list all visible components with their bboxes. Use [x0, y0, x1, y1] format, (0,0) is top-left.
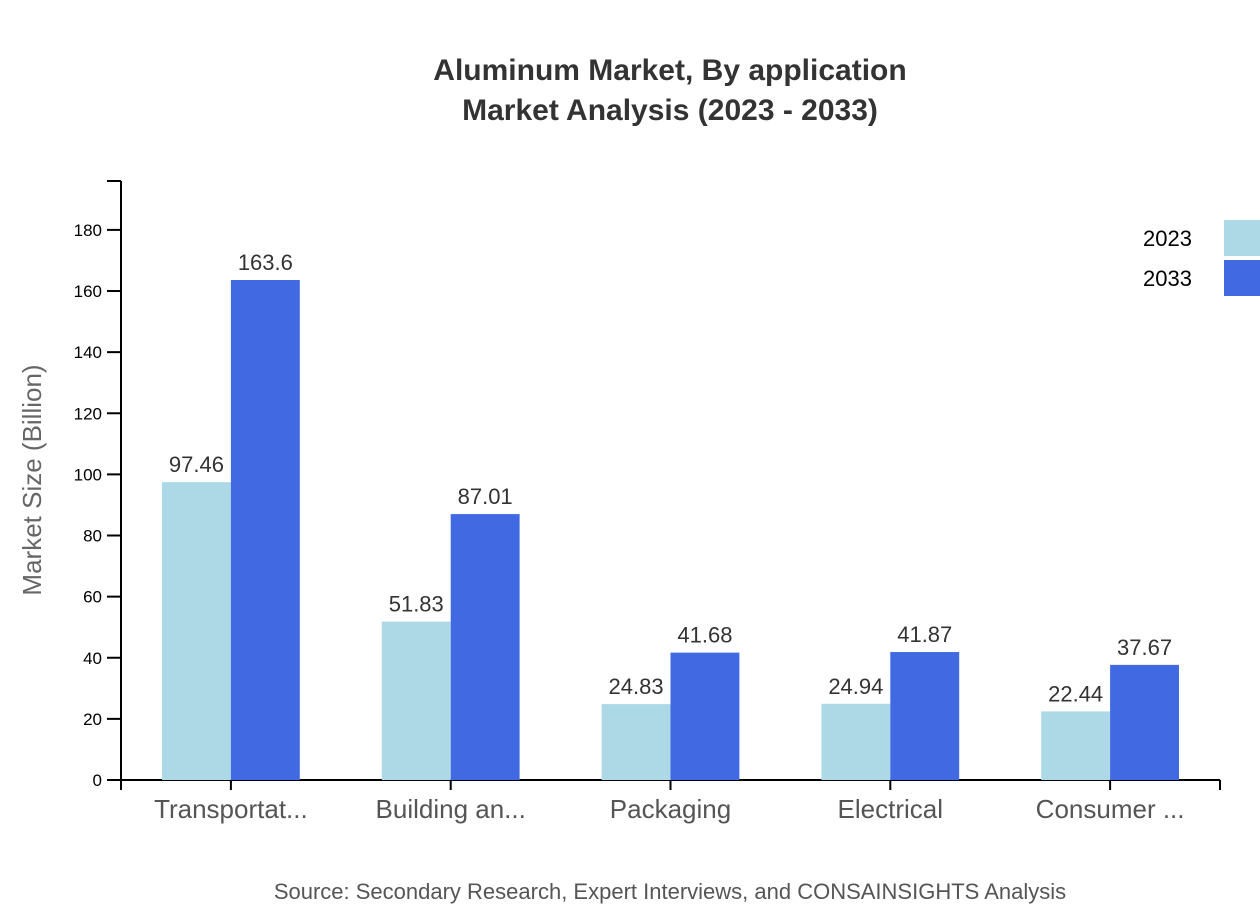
bar-2023[interactable] [381, 621, 451, 780]
bar-2023[interactable] [821, 703, 891, 780]
y-tick-label: 20 [83, 710, 102, 729]
legend-label[interactable]: 2023 [1143, 226, 1192, 251]
data-label: 41.87 [897, 622, 952, 647]
legend-label[interactable]: 2033 [1143, 266, 1192, 291]
y-tick-label: 180 [74, 221, 102, 240]
y-tick-label: 40 [83, 649, 102, 668]
y-tick-label: 140 [74, 343, 102, 362]
bars [162, 280, 1179, 780]
legend-swatch-2033[interactable] [1224, 260, 1260, 296]
data-label: 24.94 [828, 674, 883, 699]
y-tick-label: 0 [93, 771, 102, 790]
y-axis-label: Market Size (Billion) [17, 364, 47, 595]
data-label: 24.83 [609, 674, 664, 699]
data-label: 51.83 [389, 592, 444, 617]
data-labels: 97.46 163.6 51.83 87.01 24.83 41.68 24.94 41.87… [169, 250, 1172, 706]
bar-2033[interactable] [230, 280, 300, 780]
source-note: Source: Secondary Research, Expert Inter… [274, 879, 1066, 904]
bar-2033[interactable] [1110, 664, 1179, 780]
bar-2023[interactable] [162, 482, 231, 780]
bar-2023[interactable] [601, 704, 671, 780]
x-axis: Transportat... Building an... Packaging Ele… [120, 779, 1221, 824]
y-axis: 0 20 40 60 80 100 120 140 160 180 [74, 180, 122, 790]
chart-title-line-1: Aluminum Market, By application [433, 54, 906, 87]
x-tick-label: Consumer ... [1036, 794, 1185, 824]
x-tick-label: Electrical [838, 794, 943, 824]
data-label: 37.67 [1117, 635, 1172, 660]
y-tick-label: 160 [74, 282, 102, 301]
bar-2033[interactable] [450, 514, 520, 780]
bar-2033[interactable] [890, 652, 960, 780]
x-tick-label: Packaging [610, 794, 731, 824]
data-label: 87.01 [458, 484, 513, 509]
chart-title-line-2: Market Analysis (2023 - 2033) [462, 94, 878, 127]
data-label: 41.68 [677, 623, 732, 648]
y-tick-label: 100 [74, 465, 102, 484]
legend[interactable]: 2023 2033 [1143, 220, 1260, 296]
chart-title: Aluminum Market, By application Market A… [433, 54, 906, 127]
y-tick-label: 60 [83, 588, 102, 607]
data-label: 97.46 [169, 452, 224, 477]
bar-2023[interactable] [1041, 711, 1111, 780]
data-label: 22.44 [1048, 681, 1103, 706]
data-label: 163.6 [238, 250, 293, 275]
legend-swatch-2023[interactable] [1224, 220, 1260, 256]
y-tick-label: 80 [83, 527, 102, 546]
x-tick-label: Transportat... [154, 794, 308, 824]
y-tick-label: 120 [74, 404, 102, 423]
bar-2033[interactable] [670, 652, 740, 780]
x-tick-label: Building an... [376, 794, 526, 824]
